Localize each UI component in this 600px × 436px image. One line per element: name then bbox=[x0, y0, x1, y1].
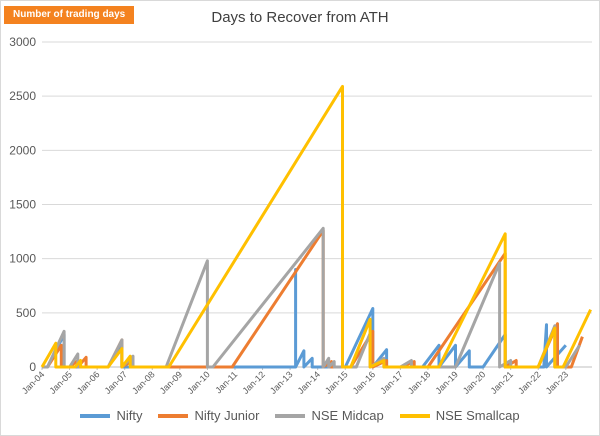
legend-item: NSE Midcap bbox=[275, 408, 384, 423]
x-tick-label: Jan-14 bbox=[296, 369, 323, 396]
x-tick-label: Jan-06 bbox=[75, 369, 102, 396]
legend-swatch bbox=[80, 413, 111, 418]
legend-item: Nifty Junior bbox=[158, 408, 259, 423]
series-lines bbox=[40, 84, 592, 369]
x-tick-label: Jan-05 bbox=[47, 369, 74, 396]
legend-swatch bbox=[275, 413, 306, 418]
x-tick-label: Jan-08 bbox=[130, 369, 157, 396]
x-tick-label: Jan-13 bbox=[268, 369, 295, 396]
x-tick-label: Jan-22 bbox=[516, 369, 543, 396]
y-tick-label: 1000 bbox=[9, 252, 36, 266]
legend-label: Nifty Junior bbox=[194, 408, 260, 423]
grid-lines bbox=[42, 41, 592, 368]
x-tick-label: Jan-21 bbox=[489, 369, 516, 396]
y-tick-label: 2000 bbox=[9, 143, 36, 157]
legend-swatch bbox=[158, 413, 189, 418]
y-tick-label: 2500 bbox=[9, 89, 36, 103]
legend-label: Nifty bbox=[116, 408, 143, 423]
x-tick-label: Jan-12 bbox=[240, 369, 267, 396]
x-tick-label: Jan-20 bbox=[461, 369, 488, 396]
x-tick-label: Jan-15 bbox=[323, 369, 350, 396]
legend-swatch bbox=[399, 413, 430, 418]
y-tick-label: 3000 bbox=[9, 35, 36, 49]
trading-days-tag: Number of trading days bbox=[4, 6, 135, 24]
chart-legend: Nifty Nifty Junior NSE Midcap NSE Smallcap bbox=[0, 408, 600, 423]
x-tick-label: Jan-09 bbox=[158, 369, 185, 396]
y-axis: 0 500 1000 1500 2000 2500 3000 bbox=[9, 35, 36, 374]
series-line-nse-smallcap bbox=[40, 84, 592, 369]
x-tick-label: Jan-16 bbox=[351, 369, 378, 396]
legend-item: Nifty bbox=[80, 408, 142, 423]
chart-title: Days to Recover from ATH bbox=[211, 9, 389, 26]
legend-label: NSE Midcap bbox=[311, 408, 384, 423]
x-tick-label: Jan-23 bbox=[544, 369, 571, 396]
x-tick-label: Jan-11 bbox=[213, 369, 239, 395]
x-tick-label: Jan-07 bbox=[103, 369, 130, 396]
x-tick-label: Jan-18 bbox=[406, 369, 433, 396]
y-tick-label: 500 bbox=[16, 306, 36, 320]
y-tick-label: 0 bbox=[29, 360, 36, 374]
x-tick-label: Jan-17 bbox=[378, 369, 405, 396]
x-axis: Jan-04 Jan-05 Jan-06 Jan-07 Jan-08 Jan-09 Jan-… bbox=[20, 367, 570, 396]
legend-item: NSE Smallcap bbox=[399, 408, 520, 423]
legend-label: NSE Smallcap bbox=[435, 408, 520, 423]
x-tick-label: Jan-10 bbox=[185, 369, 212, 396]
y-tick-label: 1500 bbox=[9, 198, 36, 212]
x-tick-label: Jan-19 bbox=[433, 369, 460, 396]
